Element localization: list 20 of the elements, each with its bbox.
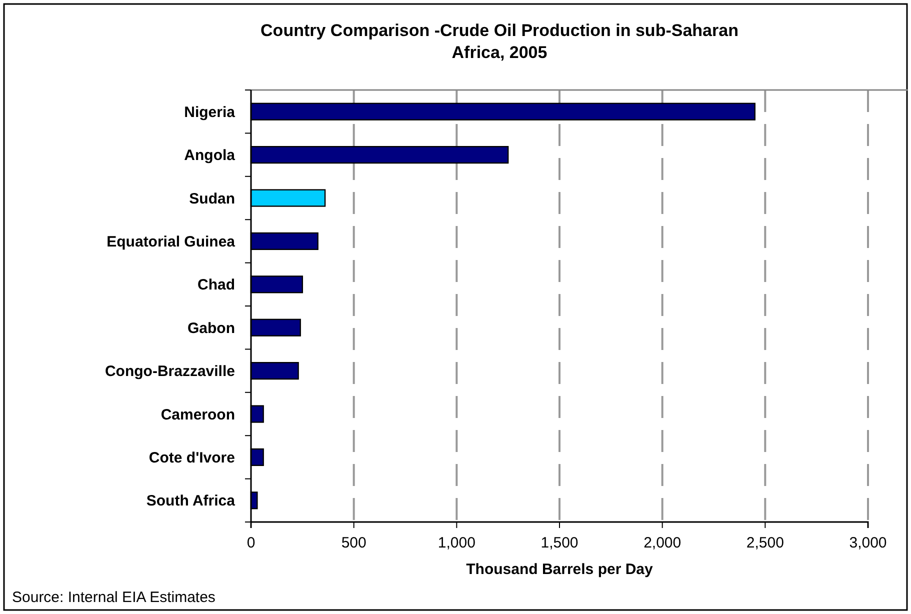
y-tick-label: Angola: [184, 147, 236, 164]
chart-title: Country Comparison -Crude Oil Production in sub-Saharan Africa, 2005: [260, 21, 738, 62]
y-tick-label: Equatorial Guinea: [106, 233, 236, 250]
x-tick-label: 2,000: [644, 534, 682, 552]
y-tick-label: Cote d'Ivore: [148, 449, 235, 466]
x-axis-title: Thousand Barrels per Day: [466, 561, 654, 578]
source-note: Source: Internal EIA Estimates: [12, 589, 216, 606]
y-tick-label: Gabon: [188, 320, 235, 337]
x-tick-label: 500: [341, 534, 366, 552]
y-tick-label: Chad: [198, 276, 235, 294]
y-tick-label: Sudan: [189, 190, 235, 208]
x-tick-label: 2,500: [746, 534, 784, 552]
x-tick-label: 0: [246, 534, 256, 552]
x-tick-label: 3,000: [849, 534, 887, 552]
y-tick-label: South Africa: [146, 492, 236, 510]
y-tick-label: Congo-Brazzaville: [104, 363, 235, 380]
x-tick-label: 1,000: [438, 534, 476, 552]
y-tick-label: Nigeria: [184, 104, 236, 121]
y-tick-label: Cameroon: [160, 406, 235, 424]
x-tick-label: 1,500: [540, 534, 578, 552]
